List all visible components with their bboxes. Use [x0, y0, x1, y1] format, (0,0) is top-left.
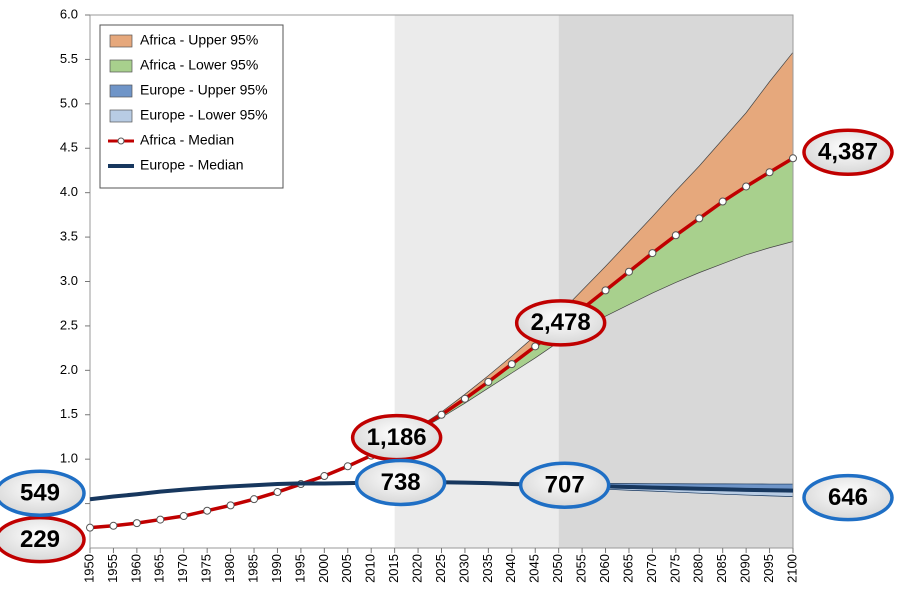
x-tick-label: 2090: [738, 554, 753, 583]
x-tick-label: 1970: [175, 554, 190, 583]
point-marker: [671, 231, 680, 240]
point-marker: [179, 512, 188, 521]
callout-label: 549: [20, 480, 60, 507]
x-tick-label: 1960: [128, 554, 143, 583]
y-tick-label: 5.5: [60, 51, 78, 66]
point-marker: [156, 515, 165, 524]
y-tick-label: 4.0: [60, 184, 78, 199]
x-tick-label: 2100: [784, 554, 799, 583]
x-tick-label: 2070: [644, 554, 659, 583]
point-marker: [203, 506, 212, 515]
callout-bubble: [518, 461, 611, 509]
point-marker: [273, 488, 282, 497]
x-tick-label: 2005: [339, 554, 354, 583]
x-tick-label: 2020: [410, 554, 425, 583]
point-marker: [765, 168, 774, 177]
y-tick-label: 3.0: [60, 273, 78, 288]
point-marker: [460, 394, 469, 403]
callout-bubble: [354, 458, 447, 507]
x-tick-label: 1990: [269, 554, 284, 583]
x-tick-label: 2065: [620, 554, 635, 583]
legend-label: Europe - Upper 95%: [140, 82, 268, 98]
legend-label: Europe - Lower 95%: [140, 107, 268, 123]
band-edge: [394, 52, 794, 443]
y-tick-label: 5.0: [60, 95, 78, 110]
legend-label: Africa - Lower 95%: [140, 57, 258, 73]
legend-label: Africa - Upper 95%: [140, 32, 258, 48]
point-marker: [507, 360, 516, 369]
shaded-region: [394, 15, 559, 548]
point-marker: [484, 377, 493, 386]
callout-label: 229: [20, 526, 60, 553]
legend-label: Europe - Median: [140, 157, 244, 173]
x-tick-label: 2030: [456, 554, 471, 583]
legend-swatch: [109, 59, 133, 73]
point-marker: [132, 519, 141, 528]
x-tick-label: 1950: [81, 554, 96, 583]
point-marker: [86, 523, 94, 532]
callout-label: 646: [828, 484, 868, 511]
x-tick-label: 1980: [222, 554, 237, 583]
x-tick-label: 2015: [386, 554, 401, 583]
legend-swatch: [109, 34, 133, 48]
callout-bubble: [514, 299, 607, 347]
x-tick-label: 2010: [363, 554, 378, 583]
legend-swatch: [109, 84, 133, 98]
point-marker: [624, 267, 633, 276]
x-tick-label: 2095: [761, 554, 776, 583]
x-tick-label: 2035: [480, 554, 495, 583]
callout-bubble: [802, 128, 894, 177]
y-tick-label: 3.5: [60, 229, 78, 244]
point-marker: [648, 249, 657, 258]
callout-label: 2,478: [531, 309, 591, 336]
callout-label: 4,387: [818, 139, 878, 166]
y-tick-label: 2.5: [60, 317, 78, 332]
x-tick-label: 1995: [292, 554, 307, 583]
x-tick-label: 2025: [433, 554, 448, 583]
x-tick-label: 2080: [691, 554, 706, 583]
point-marker: [226, 501, 235, 510]
point-marker: [437, 410, 446, 419]
y-tick-label: 1.5: [60, 406, 78, 421]
point-marker: [695, 214, 704, 223]
point-marker: [742, 182, 751, 191]
x-tick-label: 2000: [316, 554, 331, 583]
x-tick-label: 1965: [152, 554, 167, 583]
legend-swatch: [109, 109, 133, 123]
x-tick-label: 1955: [105, 554, 120, 583]
x-tick-label: 2055: [574, 554, 589, 583]
y-tick-label: 6.0: [60, 6, 78, 21]
x-tick-label: 1975: [199, 554, 214, 583]
point-marker: [601, 286, 610, 295]
x-tick-label: 2045: [527, 554, 542, 583]
callout-bubble: [0, 515, 86, 564]
legend-box: [99, 24, 284, 189]
point-marker: [718, 197, 727, 206]
x-tick-label: 2060: [597, 554, 612, 583]
point-marker: [250, 495, 259, 504]
x-tick-label: 2050: [550, 554, 565, 583]
point-marker: [320, 472, 329, 481]
callout-label: 1,186: [367, 424, 427, 451]
x-tick-label: 2075: [667, 554, 682, 583]
y-tick-label: 1.0: [60, 451, 78, 466]
callout-bubble: [802, 473, 894, 522]
callout-label: 738: [381, 469, 421, 496]
callout-label: 707: [545, 472, 585, 499]
y-tick-label: 2.0: [60, 362, 78, 377]
y-tick-label: 4.5: [60, 140, 78, 155]
legend-marker: [117, 137, 125, 145]
x-tick-label: 1985: [245, 554, 260, 583]
callout-bubble: [0, 469, 86, 517]
x-tick-label: 2040: [503, 554, 518, 583]
point-marker: [789, 154, 797, 163]
legend-label: Africa - Median: [140, 132, 234, 148]
point-marker: [531, 342, 540, 351]
x-tick-label: 2085: [714, 554, 729, 583]
point-marker: [109, 521, 118, 530]
point-marker: [343, 462, 352, 471]
